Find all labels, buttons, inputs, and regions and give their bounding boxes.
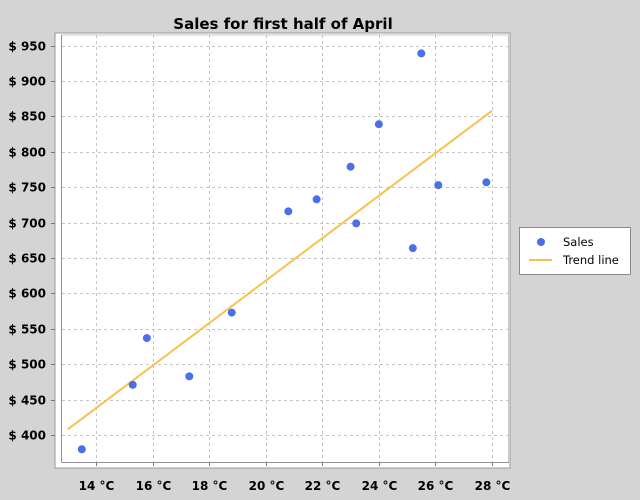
y-tick-label: $ 850 — [8, 110, 46, 124]
data-point — [482, 178, 491, 187]
data-point — [408, 244, 417, 253]
y-tick-label: $ 600 — [8, 287, 46, 301]
y-tick-label: $ 700 — [8, 217, 46, 231]
y-tick-label: $ 650 — [8, 252, 46, 266]
x-tick-label: 20 °C — [249, 479, 285, 493]
y-tick-label: $ 900 — [8, 75, 46, 89]
y-tick-label: $ 950 — [8, 40, 46, 54]
data-point — [227, 308, 236, 317]
data-point — [374, 120, 383, 129]
x-tick-label: 18 °C — [192, 479, 228, 493]
data-point — [128, 380, 137, 389]
data-point — [434, 181, 443, 190]
x-tick-label: 28 °C — [475, 479, 511, 493]
x-tick-label: 14 °C — [79, 479, 115, 493]
data-point — [417, 49, 426, 58]
y-tick-label: $ 400 — [8, 429, 46, 443]
data-point — [284, 207, 293, 216]
plot-area: 14 °C 16 °C 18 °C 20 °C 22 °C 24 °C 26 °C 28 °C… — [8, 32, 511, 493]
plot-background — [54, 32, 511, 469]
legend-marker-sales — [537, 238, 545, 246]
data-point — [346, 162, 355, 171]
y-tick-label: $ 800 — [8, 146, 46, 160]
sales-points — [77, 49, 491, 454]
x-tick-label: 26 °C — [418, 479, 454, 493]
x-tick-label: 16 °C — [136, 479, 172, 493]
data-point — [352, 219, 361, 228]
y-tick-label: $ 550 — [8, 323, 46, 337]
legend-label-sales: Sales — [563, 235, 594, 249]
legend: Sales Trend line — [519, 227, 631, 275]
y-tick-label: $ 450 — [8, 394, 46, 408]
x-tick-label: 22 °C — [305, 479, 341, 493]
data-point — [185, 372, 194, 381]
legend-box — [519, 227, 631, 275]
data-point — [77, 445, 86, 454]
data-point — [312, 195, 321, 204]
legend-label-trend: Trend line — [562, 253, 619, 267]
y-tick-label: $ 750 — [8, 181, 46, 195]
grid — [62, 35, 509, 462]
y-tick-label: $ 500 — [8, 358, 46, 372]
data-point — [142, 334, 151, 343]
x-tick-label: 24 °C — [362, 479, 398, 493]
trend-line — [67, 109, 493, 431]
chart-title: Sales for first half of April — [173, 15, 392, 33]
